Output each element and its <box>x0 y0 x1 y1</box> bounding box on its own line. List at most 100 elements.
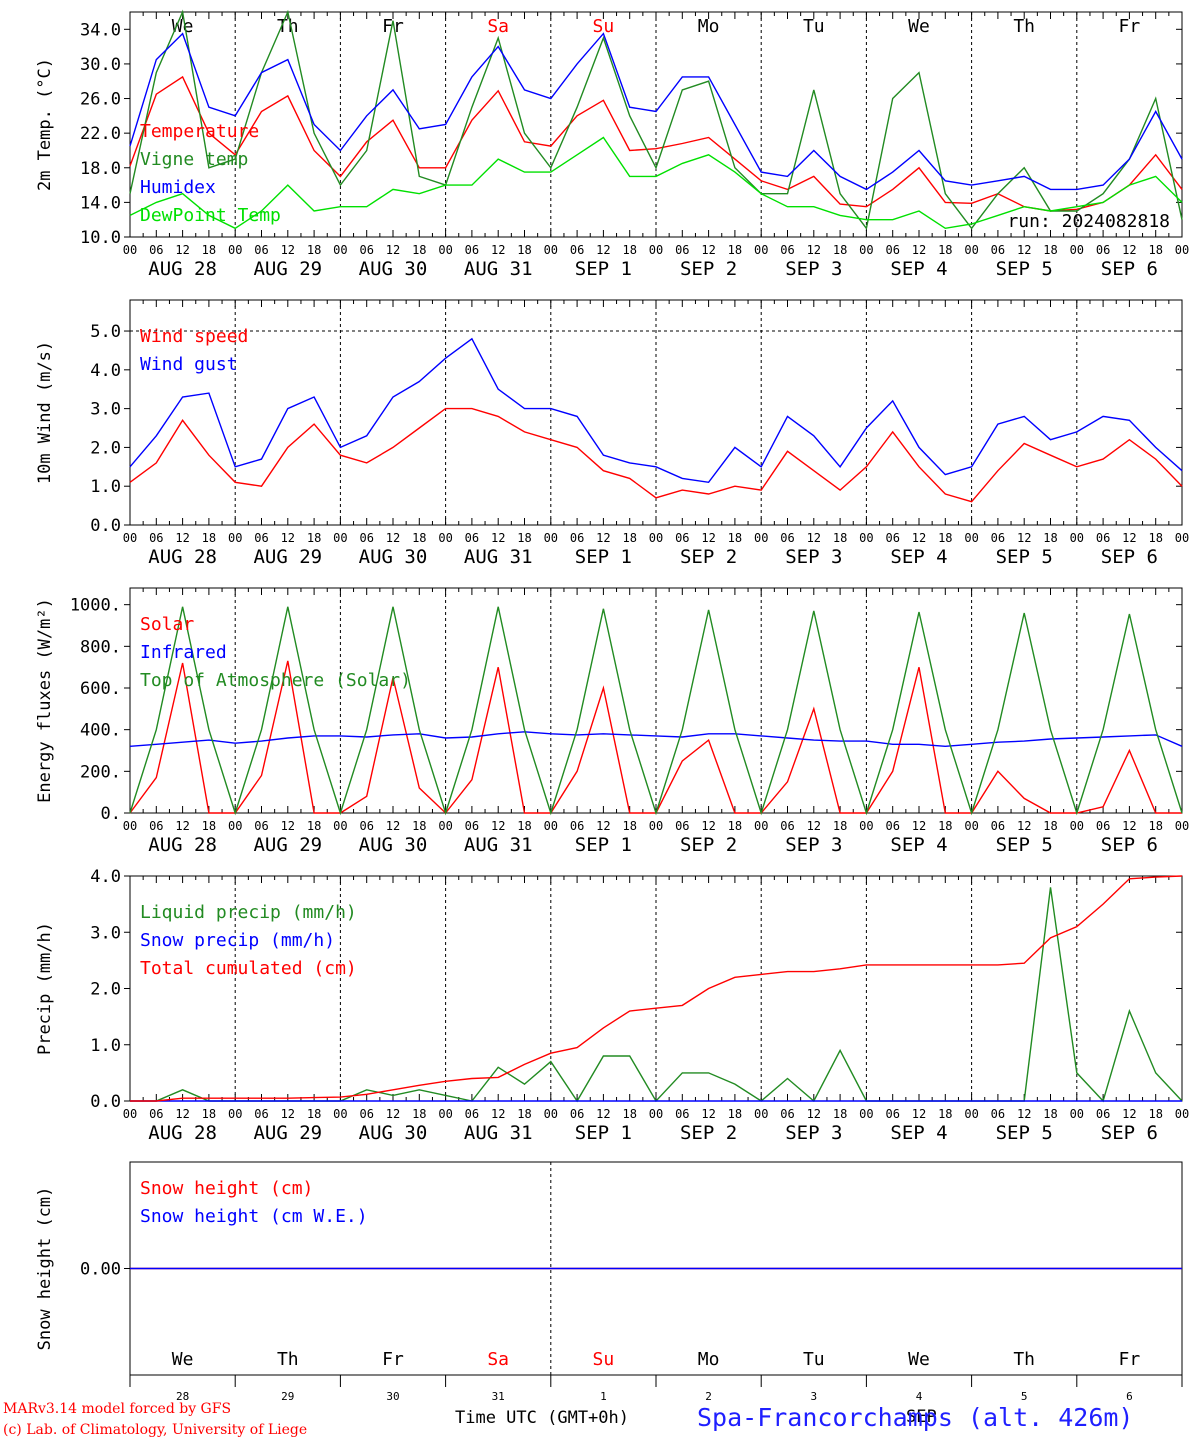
hour-tick-label: 06 <box>780 531 794 545</box>
hour-tick-label: 18 <box>307 819 321 833</box>
hour-tick-label: 00 <box>859 819 873 833</box>
hour-tick-label: 06 <box>465 819 479 833</box>
hour-tick-label: 18 <box>1148 243 1162 257</box>
date-label: SEP 2 <box>680 546 737 568</box>
hour-tick-label: 06 <box>359 243 373 257</box>
hour-tick-label: 06 <box>1096 819 1110 833</box>
hour-tick-label: 00 <box>228 531 242 545</box>
panel-3: 00 06 12 18 00 06 12 18 00 06 12 18 00 06 12 18 00 06 12 18… <box>35 587 1189 856</box>
hour-tick-label: 12 <box>1122 531 1136 545</box>
legend-item: Wind speed <box>140 326 248 347</box>
hour-tick-label: 12 <box>912 243 926 257</box>
hour-tick-label: 18 <box>622 243 636 257</box>
date-label: AUG 31 <box>464 1122 533 1144</box>
day-number-label: 29 <box>281 1390 294 1403</box>
hour-tick-label: 12 <box>807 1107 821 1121</box>
date-label: SEP 5 <box>996 258 1053 280</box>
y-axis-label: 10m Wind (m/s) <box>35 341 55 484</box>
hour-tick-label: 18 <box>622 819 636 833</box>
hour-tick-label: 18 <box>517 243 531 257</box>
date-label: SEP 1 <box>575 1122 632 1144</box>
hour-tick-label: 06 <box>1096 531 1110 545</box>
hour-tick-label: 06 <box>885 819 899 833</box>
hour-tick-label: 06 <box>149 531 163 545</box>
date-label: SEP 2 <box>680 834 737 856</box>
panels: 00 06 12 18 00 06 12 18 00 06 12 18 00 06 12 18 00 06 12 18… <box>35 9 1189 1427</box>
hour-tick-label: 06 <box>570 243 584 257</box>
hour-tick-label: 12 <box>175 243 189 257</box>
hour-tick-label: 00 <box>544 243 558 257</box>
plot-frame <box>129 299 1183 526</box>
hour-tick-label: 00 <box>438 819 452 833</box>
hour-tick-label: 00 <box>333 819 347 833</box>
date-label: SEP 4 <box>890 546 947 568</box>
y-tick-label: 3.0 <box>90 923 121 943</box>
hour-tick-label: 18 <box>412 1107 426 1121</box>
hour-tick-label: 12 <box>596 243 610 257</box>
month-label: SEP <box>906 1407 937 1427</box>
hour-tick-label: 00 <box>544 1107 558 1121</box>
hour-tick-label: 06 <box>1096 243 1110 257</box>
day-number-label: 30 <box>386 1390 399 1403</box>
hour-tick-label: 18 <box>307 531 321 545</box>
date-label: SEP 4 <box>890 834 947 856</box>
date-label: SEP 3 <box>785 834 842 856</box>
hour-tick-label: 06 <box>465 1107 479 1121</box>
legend-item: Solar <box>140 614 194 635</box>
hour-tick-label: 06 <box>991 1107 1005 1121</box>
hour-tick-label: 12 <box>386 531 400 545</box>
weekday-label: Mo <box>698 1349 720 1370</box>
legend-item: Infrared <box>140 642 227 663</box>
date-label: AUG 31 <box>464 546 533 568</box>
hour-tick-label: 12 <box>596 1107 610 1121</box>
y-axis-label: 2m Temp. (°C) <box>35 58 55 191</box>
hour-tick-label: 00 <box>649 243 663 257</box>
x-axis-label: Time UTC (GMT+0h) <box>455 1408 629 1428</box>
y-tick-label: 0.00 <box>80 1260 121 1280</box>
y-tick-label: 0. <box>101 804 121 824</box>
hour-tick-label: 00 <box>228 819 242 833</box>
legend-item: Top of Atmosphere (Solar) <box>140 670 411 691</box>
hour-tick-label: 00 <box>1070 243 1084 257</box>
hour-tick-label: 00 <box>754 531 768 545</box>
day-number-label: 3 <box>810 1390 817 1403</box>
series-line <box>129 337 1183 484</box>
hour-tick-label: 18 <box>1043 819 1057 833</box>
series-line <box>129 9 1183 230</box>
y-tick-label: 22.0 <box>80 124 121 144</box>
y-tick-label: 4.0 <box>90 361 121 381</box>
y-tick-label: 0.0 <box>90 516 121 536</box>
weekday-label: Th <box>1013 16 1035 37</box>
hour-tick-label: 06 <box>1096 1107 1110 1121</box>
hour-tick-label: 12 <box>386 1107 400 1121</box>
hour-tick-label: 12 <box>701 531 715 545</box>
date-label: SEP 6 <box>1101 258 1158 280</box>
date-label: AUG 28 <box>148 546 217 568</box>
hour-tick-label: 18 <box>938 531 952 545</box>
hour-tick-label: 18 <box>1043 531 1057 545</box>
hour-tick-label: 12 <box>1017 531 1031 545</box>
hour-tick-label: 18 <box>622 1107 636 1121</box>
hour-tick-label: 06 <box>885 1107 899 1121</box>
hour-tick-label: 06 <box>359 819 373 833</box>
day-number-label: 2 <box>705 1390 712 1403</box>
hour-tick-label: 00 <box>333 531 347 545</box>
panel-1: 00 06 12 18 00 06 12 18 00 06 12 18 00 06 12 18 00 06 12 18… <box>35 9 1189 280</box>
hour-tick-label: 12 <box>1122 1107 1136 1121</box>
date-label: SEP 2 <box>680 1122 737 1144</box>
date-label: SEP 3 <box>785 258 842 280</box>
legend-item: Wind gust <box>140 354 238 375</box>
hour-tick-label: 12 <box>386 243 400 257</box>
y-tick-label: 800. <box>80 637 121 657</box>
weekday-label: Fr <box>382 1349 404 1370</box>
hour-tick-label: 12 <box>1017 819 1031 833</box>
hour-tick-label: 12 <box>1122 819 1136 833</box>
hour-tick-label: 06 <box>359 1107 373 1121</box>
date-label: SEP 3 <box>785 546 842 568</box>
y-tick-label: 0.0 <box>90 1092 121 1112</box>
hour-tick-label: 06 <box>570 1107 584 1121</box>
date-label: AUG 31 <box>464 834 533 856</box>
legend-item: Snow height (cm) <box>140 1178 313 1199</box>
hour-tick-label: 00 <box>123 1107 137 1121</box>
y-tick-label: 200. <box>80 762 121 782</box>
